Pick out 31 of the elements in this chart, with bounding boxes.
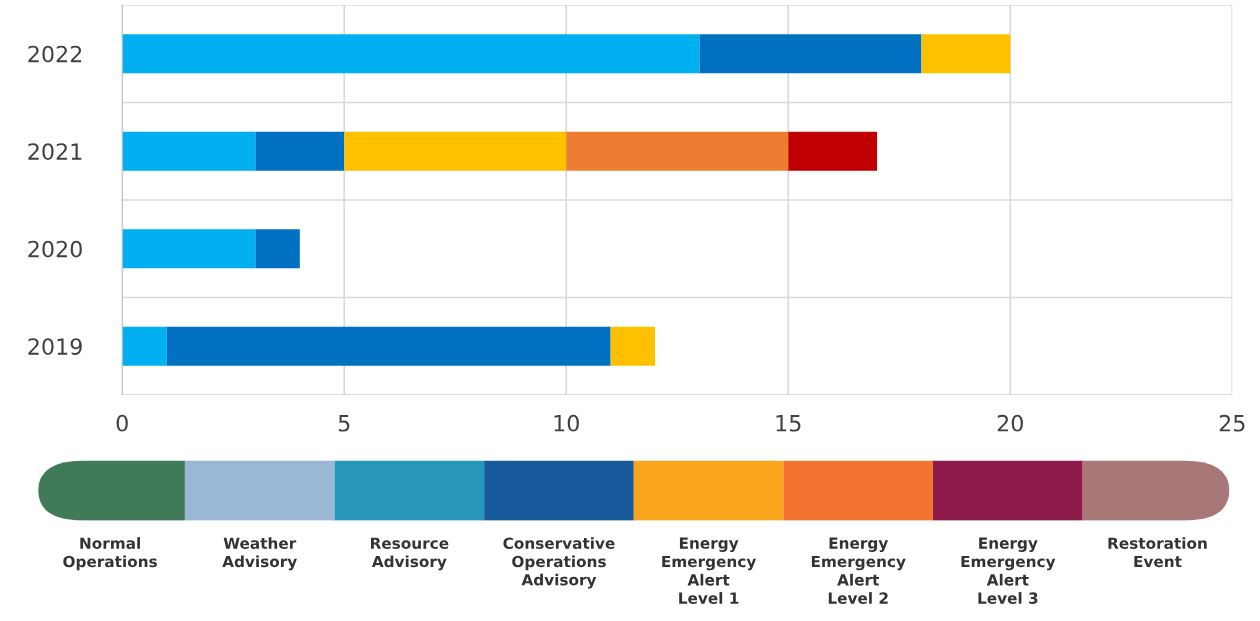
y-tick-label: 2022 [28, 45, 82, 63]
bar [122, 326, 167, 366]
category-label: Conservative Operations Advisory [503, 537, 615, 589]
bar [166, 326, 611, 366]
bar [122, 229, 256, 269]
y-tick-label: 2021 [28, 143, 82, 160]
x-tick-label: 10 [554, 414, 579, 432]
x-tick-label: 0 [116, 414, 128, 432]
y-tick-label: 2020 [28, 240, 82, 258]
x-tick-label: 5 [338, 415, 350, 432]
category-label: Resource Advisory [370, 537, 449, 571]
category-label: Weather Advisory [222, 537, 297, 571]
bar [122, 34, 700, 74]
category-label: Energy Emergency Alert Level 1 [662, 537, 757, 604]
bar [122, 131, 256, 171]
x-tick-label: 25 [1219, 414, 1245, 432]
category-label: Normal Operations [63, 537, 157, 571]
bar [255, 131, 345, 171]
x-tick-label: 20 [997, 414, 1023, 432]
bar [344, 131, 567, 171]
bar [255, 229, 300, 269]
bar [921, 34, 1011, 74]
category-label: Energy Emergency Alert Level 2 [811, 537, 906, 604]
x-tick-label: 15 [776, 415, 801, 432]
category-label: Restoration Event [1108, 537, 1207, 568]
y-tick-label: 2019 [28, 338, 82, 355]
bar [610, 326, 656, 366]
bar [566, 131, 789, 171]
bar [788, 131, 878, 171]
bar [699, 34, 922, 74]
category-label: Energy Emergency Alert Level 3 [961, 537, 1056, 604]
